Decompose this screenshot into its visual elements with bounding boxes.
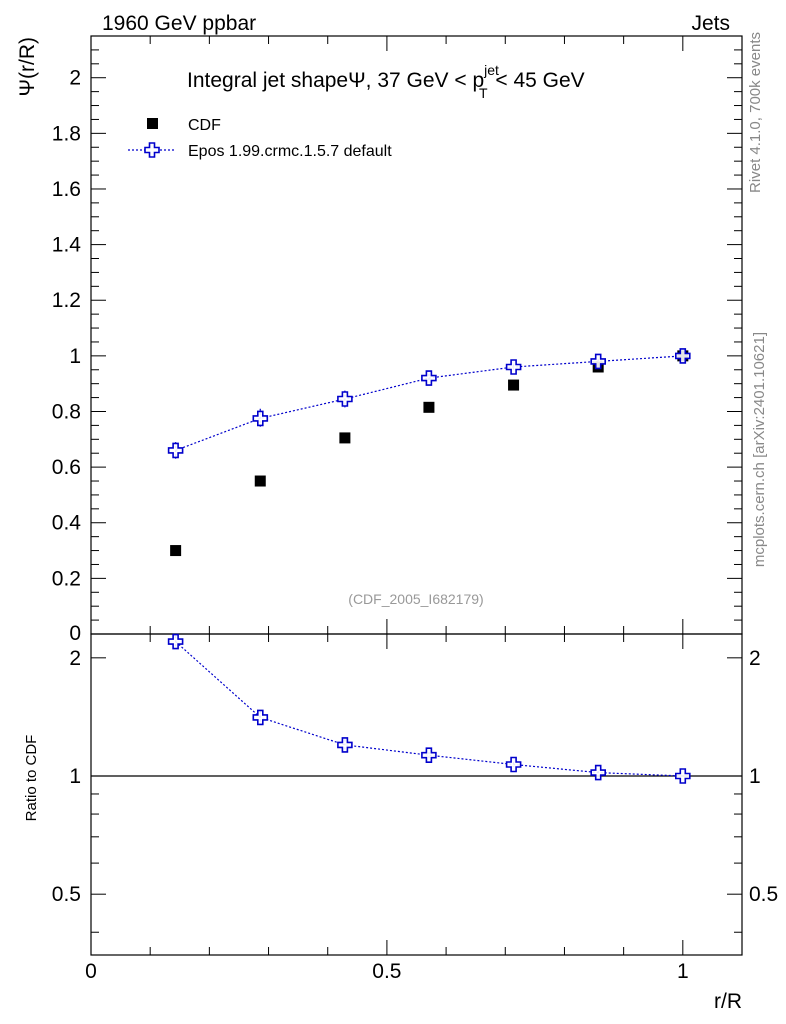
x-tick-label: 0.5 xyxy=(372,960,401,983)
y-tick-label: 1.4 xyxy=(52,234,82,257)
legend-epos-marker xyxy=(144,142,160,158)
cdf-data-point xyxy=(254,475,266,487)
chart-title-main: Integral jet shapeΨ, 37 GeV < p xyxy=(187,69,484,92)
legend-cdf-label: CDF xyxy=(188,117,221,134)
epos-data-point xyxy=(505,359,522,375)
epos-data-point xyxy=(590,353,607,370)
legend: CDF Epos 1.99.crmc.1.5.7 default xyxy=(128,117,392,160)
cdf-data-point xyxy=(170,545,182,557)
header-process-label: Jets xyxy=(691,12,730,35)
axis-ticks xyxy=(90,35,743,955)
ratio-data-point xyxy=(421,747,437,764)
header-energy-label: 1960 GeV ppbar xyxy=(102,12,256,35)
ratio-y-tick-label-left: 1 xyxy=(69,765,81,788)
epos-data-point xyxy=(421,370,437,386)
y-tick-label: 0.4 xyxy=(52,512,82,535)
y-tick-label: 1.2 xyxy=(52,289,81,312)
chart-title-sup: jet xyxy=(483,62,499,78)
y-tick-label: 0.8 xyxy=(52,400,81,423)
y-axis-label: Ψ(r/R) xyxy=(16,37,39,97)
ratio-data-point xyxy=(167,633,184,650)
x-axis-label: r/R xyxy=(714,990,742,1013)
x-tick-label: 1 xyxy=(677,960,689,983)
epos-data-point xyxy=(337,391,353,407)
ratio-y-tick-label-right: 0.5 xyxy=(749,883,778,906)
cdf-data-point xyxy=(339,432,351,444)
ratio-y-axis-label: Ratio to CDF xyxy=(23,735,40,822)
x-tick-label: 0 xyxy=(85,960,97,983)
ratio-y-tick-label-right: 1 xyxy=(749,765,761,788)
rivet-version-label: Rivet 4.1.0, 700k events xyxy=(747,32,764,193)
y-tick-label-zero: 0 xyxy=(69,622,81,645)
epos-data-point xyxy=(674,348,691,364)
chart-title-tail: < 45 GeV xyxy=(490,69,585,92)
ratio-y-tick-label-left: 0.5 xyxy=(52,883,81,906)
cdf-data-point xyxy=(508,379,520,391)
y-tick-label: 2 xyxy=(69,67,81,90)
chart-title: Integral jet shapeΨ, 37 GeV < pjet T < 45… xyxy=(187,62,585,101)
chart-title-sub: T xyxy=(479,85,488,101)
legend-cdf-marker xyxy=(147,118,158,129)
ratio-data-point xyxy=(674,768,691,784)
ratio-data-point xyxy=(337,737,353,753)
ratio-data-point xyxy=(590,764,607,781)
ratio-plot-frame xyxy=(90,633,743,956)
epos-data-point xyxy=(167,442,184,459)
y-tick-label: 0.6 xyxy=(52,456,81,479)
analysis-watermark: (CDF_2005_I682179) xyxy=(348,591,483,607)
y-tick-label: 1 xyxy=(69,345,81,368)
legend-epos-label: Epos 1.99.crmc.1.5.7 default xyxy=(188,143,392,160)
ratio-data-point xyxy=(505,756,522,773)
epos-data-point xyxy=(252,410,269,427)
series-layer xyxy=(167,348,691,784)
mcplots-label: mcplots.cern.ch [arXiv:2401.10621] xyxy=(751,332,768,567)
y-tick-label: 1.8 xyxy=(52,122,81,145)
ratio-y-tick-label-left: 2 xyxy=(69,647,81,670)
y-tick-label: 0.2 xyxy=(52,567,81,590)
y-tick-label: 1.6 xyxy=(52,178,81,201)
ratio-data-point xyxy=(252,709,269,726)
ratio-y-tick-label-right: 2 xyxy=(749,647,761,670)
cdf-data-point xyxy=(423,401,435,413)
